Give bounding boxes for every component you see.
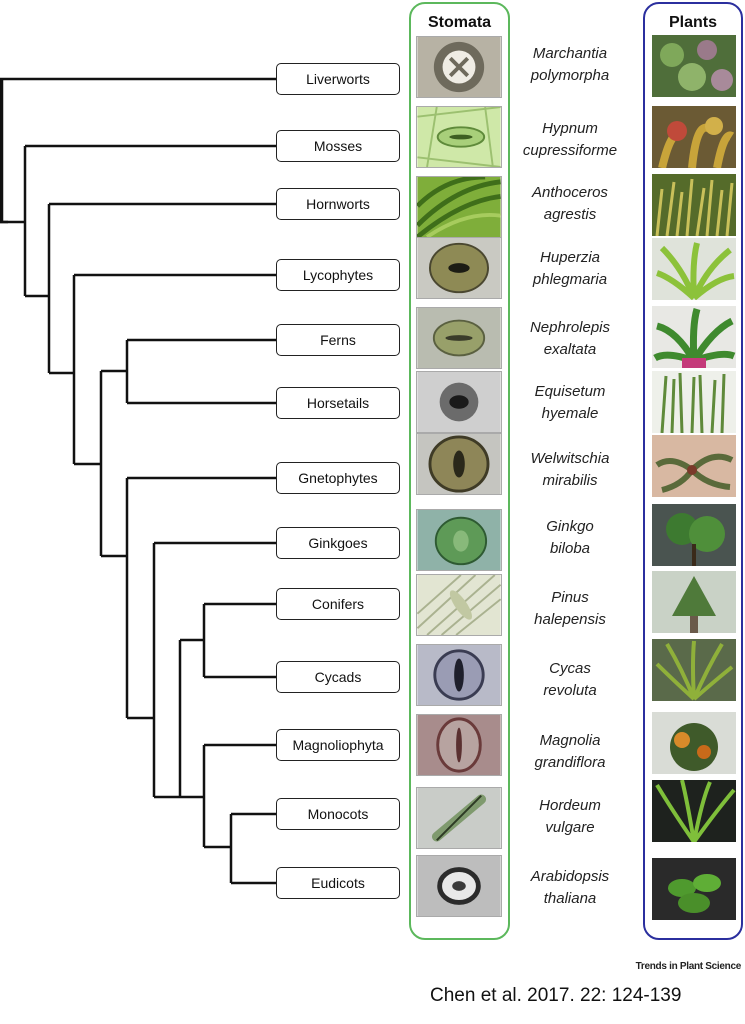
stomata-image-pinus <box>416 574 502 636</box>
plant-photo-anthoceros <box>652 174 736 236</box>
plant-photo-nephrolepis <box>652 306 736 368</box>
plant-photo-welwitschia <box>652 435 736 497</box>
taxon-lycophytes: Lycophytes <box>276 259 400 291</box>
journal-name: Trends in Plant Science <box>635 961 742 972</box>
genus-name: Welwitschia <box>530 450 610 467</box>
plant-photo-ginkgo <box>652 504 736 566</box>
plant-photo-cycas <box>652 639 736 701</box>
genus-name: Magnolia <box>539 732 601 749</box>
species-arabidopsis-thaliana: Arabidopsis thaliana <box>510 866 630 910</box>
plant-photo-arabidopsis <box>652 858 736 920</box>
taxon-magnoliophyta: Magnoliophyta <box>276 729 400 761</box>
stomata-image-arabidopsis <box>416 855 502 917</box>
plants-panel-title: Plants <box>668 14 717 31</box>
stomata-image-cycas <box>416 644 502 706</box>
taxon-ferns: Ferns <box>276 324 400 356</box>
species-epithet: thaliana <box>543 890 597 907</box>
plant-photo-equisetum <box>652 371 736 433</box>
genus-name: Anthoceros <box>532 184 608 201</box>
species-epithet: grandiflora <box>534 754 606 771</box>
stomata-image-equisetum <box>416 371 502 433</box>
species-hypnum-cupressiforme: Hypnum cupressiforme <box>510 118 630 162</box>
taxon-liverworts: Liverworts <box>276 63 400 95</box>
plant-photo-hypnum <box>652 106 736 168</box>
stomata-image-ginkgo <box>416 509 502 571</box>
plant-photo-marchantia <box>652 35 736 97</box>
stomata-image-anthoceros <box>416 176 502 238</box>
taxon-conifers: Conifers <box>276 588 400 620</box>
taxon-cycads: Cycads <box>276 661 400 693</box>
species-ginkgo-biloba: Ginkgo biloba <box>510 516 630 560</box>
species-epithet: halepensis <box>534 611 606 628</box>
plants-panel: Plants <box>643 2 743 940</box>
taxon-eudicots: Eudicots <box>276 867 400 899</box>
stomata-panel-title: Stomata <box>427 14 492 31</box>
stomata-image-hordeum <box>416 787 502 849</box>
species-welwitschia-mirabilis: Welwitschia mirabilis <box>510 448 630 492</box>
stomata-panel: Stomata <box>409 2 510 940</box>
citation: Chen et al. 2017. 22: 124-139 <box>430 985 682 1006</box>
species-epithet: vulgare <box>545 819 595 836</box>
species-epithet: exaltata <box>543 341 597 358</box>
species-epithet: polymorpha <box>530 67 610 84</box>
phylogenetic-tree <box>0 77 276 885</box>
stomata-image-hypnum <box>416 106 502 168</box>
species-cycas-revoluta: Cycas revoluta <box>510 658 630 702</box>
taxon-mosses: Mosses <box>276 130 400 162</box>
species-equisetum-hyemale: Equisetum hyemale <box>510 381 630 425</box>
genus-name: Hypnum <box>542 120 598 137</box>
species-nephrolepis-exaltata: Nephrolepis exaltata <box>510 317 630 361</box>
species-huperzia-phlegmaria: Huperzia phlegmaria <box>510 247 630 291</box>
taxon-monocots: Monocots <box>276 798 400 830</box>
stomata-image-marchantia <box>416 36 502 98</box>
plant-photo-hordeum <box>652 780 736 842</box>
genus-name: Huperzia <box>539 249 601 266</box>
taxon-ginkgoes: Ginkgoes <box>276 527 400 559</box>
plant-photo-huperzia <box>652 238 736 300</box>
species-pinus-halepensis: Pinus halepensis <box>510 587 630 631</box>
species-epithet: revoluta <box>543 682 597 699</box>
species-epithet: hyemale <box>541 405 599 422</box>
species-epithet: mirabilis <box>542 472 598 489</box>
genus-name: Cycas <box>549 660 591 677</box>
species-epithet: cupressiforme <box>522 142 618 159</box>
stomata-image-nephrolepis <box>416 307 502 369</box>
genus-name: Nephrolepis <box>529 319 611 336</box>
species-epithet: agrestis <box>543 206 597 223</box>
genus-name: Marchantia <box>532 45 608 62</box>
species-magnolia-grandiflora: Magnolia grandiflora <box>510 730 630 774</box>
species-marchantia-polymorpha: Marchantia polymorpha <box>510 43 630 87</box>
species-hordeum-vulgare: Hordeum vulgare <box>510 795 630 839</box>
taxon-gnetophytes: Gnetophytes <box>276 462 400 494</box>
taxon-horsetails: Horsetails <box>276 387 400 419</box>
plant-photo-magnolia <box>652 712 736 774</box>
plant-photo-pinus <box>652 571 736 633</box>
stomata-image-welwitschia <box>416 433 502 495</box>
stomata-image-huperzia <box>416 237 502 299</box>
genus-name: Pinus <box>551 589 589 606</box>
genus-name: Arabidopsis <box>530 868 610 885</box>
species-epithet: biloba <box>549 540 591 557</box>
species-anthoceros-agrestis: Anthoceros agrestis <box>510 182 630 226</box>
genus-name: Equisetum <box>534 383 606 400</box>
taxon-hornworts: Hornworts <box>276 188 400 220</box>
stomata-image-magnolia <box>416 714 502 776</box>
species-epithet: phlegmaria <box>532 271 608 288</box>
genus-name: Hordeum <box>539 797 601 814</box>
genus-name: Ginkgo <box>546 518 594 535</box>
